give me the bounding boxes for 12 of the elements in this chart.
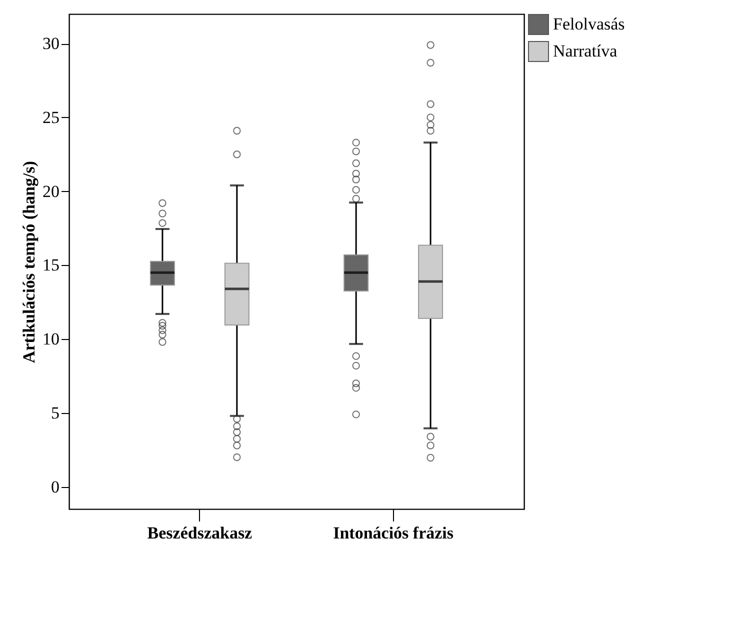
y-tick-label: 5: [51, 403, 60, 422]
y-tick-label: 20: [42, 182, 60, 201]
legend-label: Felolvasás: [553, 14, 625, 34]
x-tick-label: Intonációs frázis: [333, 524, 454, 542]
y-tick-label: 15: [42, 256, 60, 275]
y-tick-label: 10: [42, 330, 60, 349]
y-axis-title: Artikulációs tempó (hang/s): [20, 160, 38, 364]
y-tick-label: 30: [42, 34, 60, 54]
legend-label: Narratíva: [553, 42, 618, 60]
y-tick-label: 0: [51, 477, 60, 496]
x-tick-label: Beszédszakasz: [147, 524, 253, 542]
y-tick-label: 25: [42, 108, 60, 127]
